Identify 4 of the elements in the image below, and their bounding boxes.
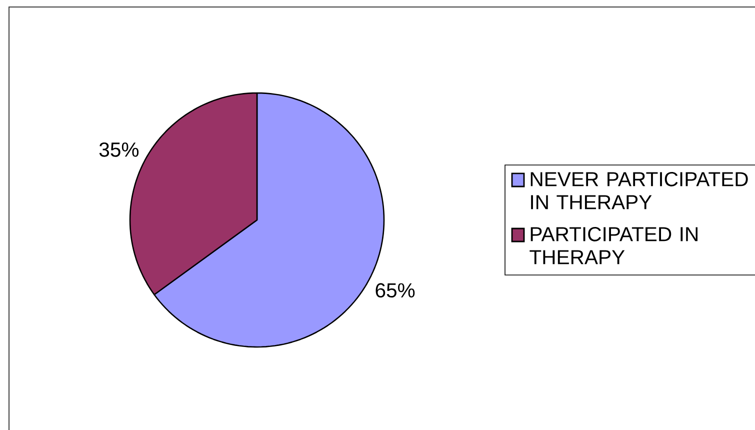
legend-label: PARTICIPATED IN THERAPY (530, 226, 698, 264)
data-label: 35% (99, 142, 139, 157)
data-label: 65% (376, 283, 415, 298)
legend-label: NEVER PARTICIPATED IN THERAPY (530, 172, 748, 210)
